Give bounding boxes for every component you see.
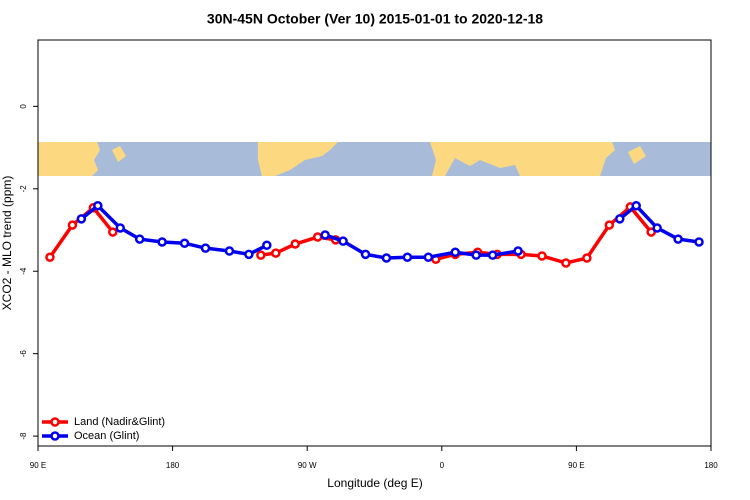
point bbox=[134, 234, 145, 244]
point bbox=[290, 239, 300, 249]
point bbox=[615, 214, 625, 224]
y-tick-label: -2 bbox=[19, 185, 28, 193]
point bbox=[694, 237, 704, 247]
point bbox=[360, 249, 371, 260]
point bbox=[244, 249, 254, 260]
point bbox=[582, 253, 592, 263]
point bbox=[312, 232, 323, 242]
point bbox=[271, 248, 281, 258]
point bbox=[487, 250, 498, 260]
point bbox=[471, 250, 481, 260]
x-tick-label: 90 W bbox=[298, 461, 317, 470]
point bbox=[157, 237, 167, 247]
point bbox=[381, 253, 392, 263]
point bbox=[561, 258, 571, 268]
y-axis-label: XCO2 - MLO trend (ppm) bbox=[0, 176, 14, 311]
point bbox=[115, 223, 126, 233]
legend-marker bbox=[50, 431, 60, 441]
point bbox=[45, 252, 55, 262]
point bbox=[450, 247, 461, 258]
y-tick-label: 0 bbox=[19, 104, 28, 109]
point bbox=[108, 227, 118, 237]
point bbox=[224, 246, 235, 256]
point bbox=[513, 246, 523, 256]
point bbox=[256, 250, 266, 260]
y-tick-label: -8 bbox=[19, 432, 28, 440]
point bbox=[604, 220, 615, 230]
point bbox=[423, 252, 434, 262]
x-tick-label: 180 bbox=[704, 461, 718, 470]
legend-marker bbox=[50, 417, 60, 427]
point bbox=[262, 240, 272, 251]
point bbox=[76, 214, 87, 224]
point bbox=[652, 223, 662, 233]
plot-frame bbox=[37, 39, 712, 447]
chart-title: 30N-45N October (Ver 10) 2015-01-01 to 2… bbox=[207, 11, 543, 27]
x-axis-label: Longitude (deg E) bbox=[327, 476, 422, 490]
x-tick-label: 90 E bbox=[30, 461, 46, 470]
point bbox=[673, 234, 683, 244]
point bbox=[179, 238, 190, 248]
x-tick-label: 180 bbox=[166, 461, 180, 470]
point bbox=[93, 200, 103, 211]
point bbox=[67, 220, 78, 230]
y-tick-label: -4 bbox=[19, 267, 28, 275]
legend-label: Ocean (Glint) bbox=[74, 430, 139, 442]
point bbox=[320, 230, 330, 240]
legend-label: Land (Nadir&Glint) bbox=[74, 416, 165, 428]
x-tick-label: 90 E bbox=[568, 461, 584, 470]
point bbox=[402, 252, 413, 262]
point bbox=[631, 200, 641, 211]
x-tick-label: 0 bbox=[440, 461, 445, 470]
point bbox=[200, 243, 211, 253]
map-strip bbox=[38, 142, 711, 176]
point bbox=[537, 251, 547, 261]
y-tick-label: -6 bbox=[19, 350, 28, 358]
point bbox=[338, 236, 348, 246]
point bbox=[646, 227, 656, 237]
